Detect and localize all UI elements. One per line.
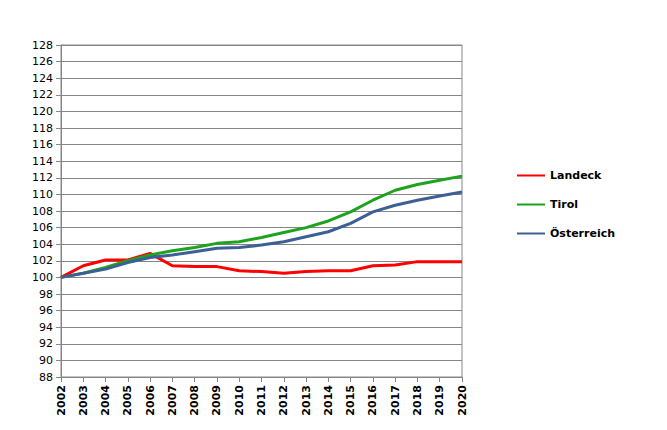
svg-text:114: 114 (32, 155, 53, 168)
svg-text:Österreich: Österreich (550, 226, 615, 240)
svg-text:108: 108 (32, 205, 53, 218)
svg-text:96: 96 (39, 304, 53, 317)
svg-text:98: 98 (39, 288, 53, 301)
svg-text:122: 122 (32, 88, 53, 101)
svg-text:128: 128 (32, 39, 53, 52)
svg-text:2013: 2013 (300, 385, 313, 416)
svg-text:110: 110 (32, 188, 53, 201)
svg-text:112: 112 (32, 171, 53, 184)
svg-text:92: 92 (39, 337, 53, 350)
svg-text:126: 126 (32, 55, 53, 68)
svg-text:2020: 2020 (456, 385, 469, 416)
svg-text:90: 90 (39, 354, 53, 367)
svg-text:94: 94 (39, 321, 53, 334)
svg-text:2005: 2005 (121, 385, 134, 416)
svg-text:2011: 2011 (255, 385, 268, 416)
svg-text:2014: 2014 (322, 385, 335, 416)
svg-text:88: 88 (39, 371, 53, 384)
svg-text:2006: 2006 (144, 385, 157, 416)
svg-text:2004: 2004 (99, 385, 112, 416)
svg-text:102: 102 (32, 254, 53, 267)
svg-text:124: 124 (32, 72, 53, 85)
svg-text:100: 100 (32, 271, 53, 284)
svg-text:2010: 2010 (233, 385, 246, 416)
svg-text:104: 104 (32, 238, 53, 251)
svg-text:118: 118 (32, 122, 53, 135)
svg-text:2012: 2012 (277, 385, 290, 416)
svg-text:116: 116 (32, 138, 53, 151)
svg-text:2008: 2008 (188, 385, 201, 416)
svg-text:120: 120 (32, 105, 53, 118)
svg-text:2018: 2018 (411, 385, 424, 416)
svg-text:Tirol: Tirol (550, 198, 578, 211)
svg-text:Landeck: Landeck (550, 169, 602, 182)
svg-text:106: 106 (32, 221, 53, 234)
svg-text:2015: 2015 (344, 385, 357, 416)
svg-text:2016: 2016 (366, 385, 379, 416)
svg-text:2007: 2007 (166, 385, 179, 416)
svg-text:2009: 2009 (210, 385, 223, 416)
svg-text:2003: 2003 (77, 385, 90, 416)
svg-text:2019: 2019 (433, 385, 446, 416)
svg-text:2002: 2002 (55, 385, 68, 416)
svg-text:2017: 2017 (389, 385, 402, 416)
